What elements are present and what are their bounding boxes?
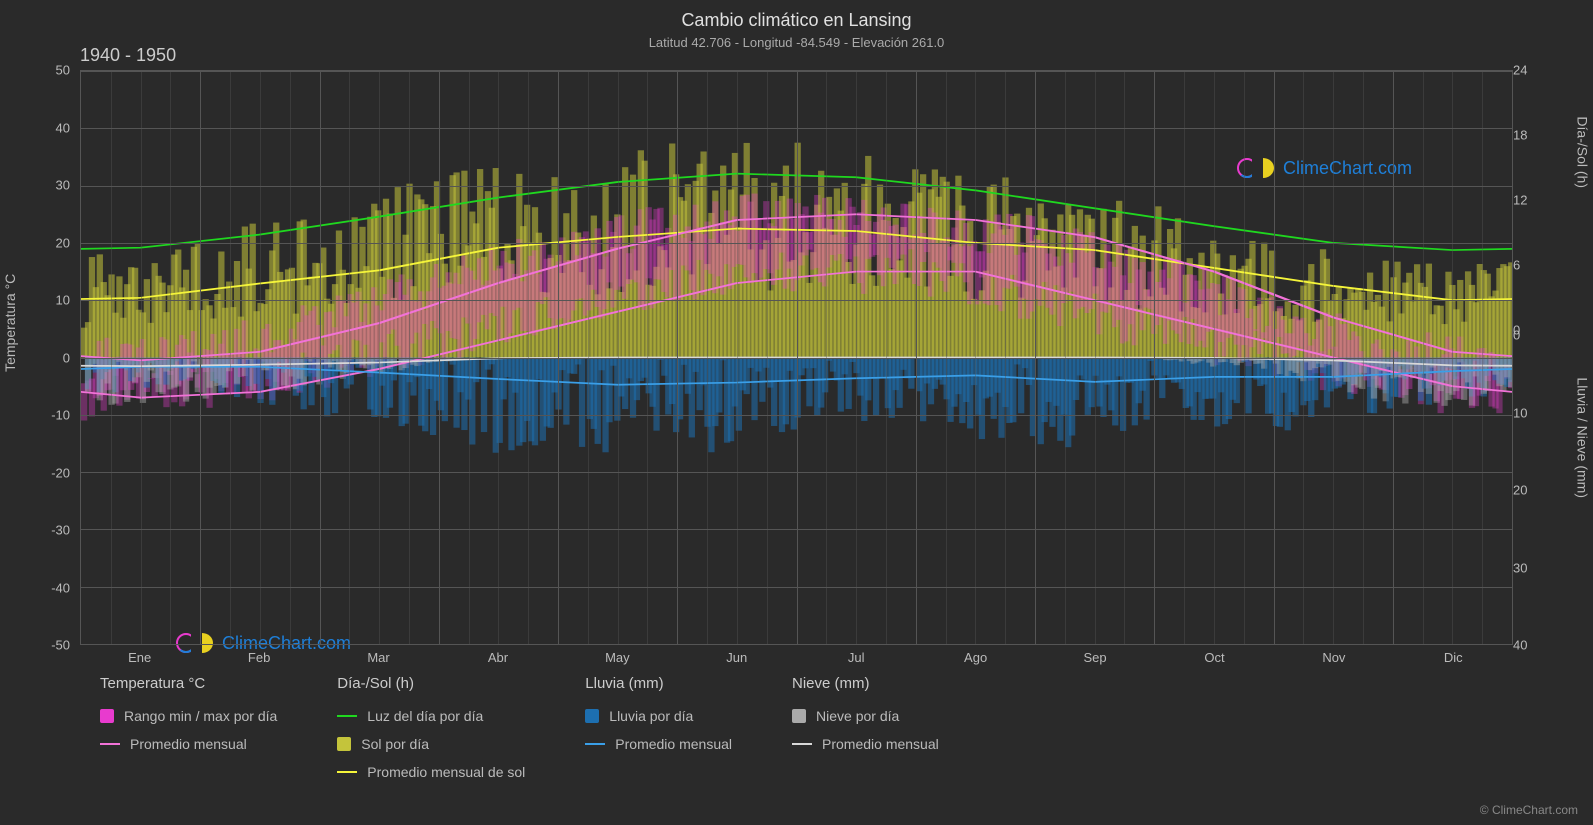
legend-title: Temperatura °C bbox=[100, 675, 277, 692]
swatch-rain bbox=[585, 709, 599, 723]
swatch-rain-avg bbox=[585, 743, 605, 745]
chart-subtitle: Latitud 42.706 - Longitud -84.549 - Elev… bbox=[0, 31, 1593, 50]
legend-label: Rango min / max por día bbox=[124, 708, 277, 724]
legend-item: Promedio mensual de sol bbox=[337, 764, 525, 780]
legend-item: Sol por día bbox=[337, 736, 525, 752]
year-range-label: 1940 - 1950 bbox=[80, 45, 176, 66]
legend-item: Luz del día por día bbox=[337, 708, 525, 724]
legend-group-rain: Lluvia (mm) Lluvia por día Promedio mens… bbox=[585, 675, 732, 815]
copyright: © ClimeChart.com bbox=[1480, 803, 1578, 817]
legend-item: Promedio mensual bbox=[585, 736, 732, 752]
swatch-temp-avg bbox=[100, 743, 120, 745]
legend-title: Nieve (mm) bbox=[792, 675, 939, 692]
legend-label: Sol por día bbox=[361, 736, 429, 752]
swatch-temp-range bbox=[100, 709, 114, 723]
legend-group-temp: Temperatura °C Rango min / max por día P… bbox=[100, 675, 277, 815]
chart-title: Cambio climático en Lansing bbox=[0, 0, 1593, 31]
legend-item: Nieve por día bbox=[792, 708, 939, 724]
legend-label: Luz del día por día bbox=[367, 708, 483, 724]
legend-label: Promedio mensual bbox=[615, 736, 732, 752]
legend-item: Promedio mensual bbox=[100, 736, 277, 752]
legend-title: Día-/Sol (h) bbox=[337, 675, 525, 692]
y-axis-right-top-label: Día-/Sol (h) bbox=[1575, 116, 1591, 188]
legend-label: Nieve por día bbox=[816, 708, 899, 724]
plot-area: ClimeChart.com ClimeChart.com bbox=[80, 70, 1513, 645]
swatch-snow-avg bbox=[792, 743, 812, 745]
y-axis-right-top: 06121824 bbox=[1513, 70, 1543, 330]
legend-label: Lluvia por día bbox=[609, 708, 693, 724]
y-axis-left-label: Temperatura °C bbox=[2, 273, 18, 371]
swatch-daylight bbox=[337, 715, 357, 717]
legend: Temperatura °C Rango min / max por día P… bbox=[100, 675, 1513, 815]
legend-item: Lluvia por día bbox=[585, 708, 732, 724]
swatch-snow bbox=[792, 709, 806, 723]
legend-item: Rango min / max por día bbox=[100, 708, 277, 724]
swatch-sun-avg bbox=[337, 771, 357, 773]
swatch-sun bbox=[337, 737, 351, 751]
climate-chart: Cambio climático en Lansing Latitud 42.7… bbox=[0, 0, 1593, 825]
legend-label: Promedio mensual bbox=[822, 736, 939, 752]
legend-group-daysun: Día-/Sol (h) Luz del día por día Sol por… bbox=[337, 675, 525, 815]
y-axis-right-bottom: 010203040 bbox=[1513, 335, 1543, 645]
legend-group-snow: Nieve (mm) Nieve por día Promedio mensua… bbox=[792, 675, 939, 815]
x-axis: EneFebMarAbrMayJunJulAgoSepOctNovDic bbox=[80, 650, 1513, 670]
legend-label: Promedio mensual bbox=[130, 736, 247, 752]
y-axis-right-bottom-label: Lluvia / Nieve (mm) bbox=[1575, 377, 1591, 498]
legend-title: Lluvia (mm) bbox=[585, 675, 732, 692]
legend-item: Promedio mensual bbox=[792, 736, 939, 752]
watermark-top: ClimeChart.com bbox=[1237, 156, 1412, 180]
legend-label: Promedio mensual de sol bbox=[367, 764, 525, 780]
y-axis-left: -50-40-30-20-1001020304050 bbox=[30, 70, 75, 645]
